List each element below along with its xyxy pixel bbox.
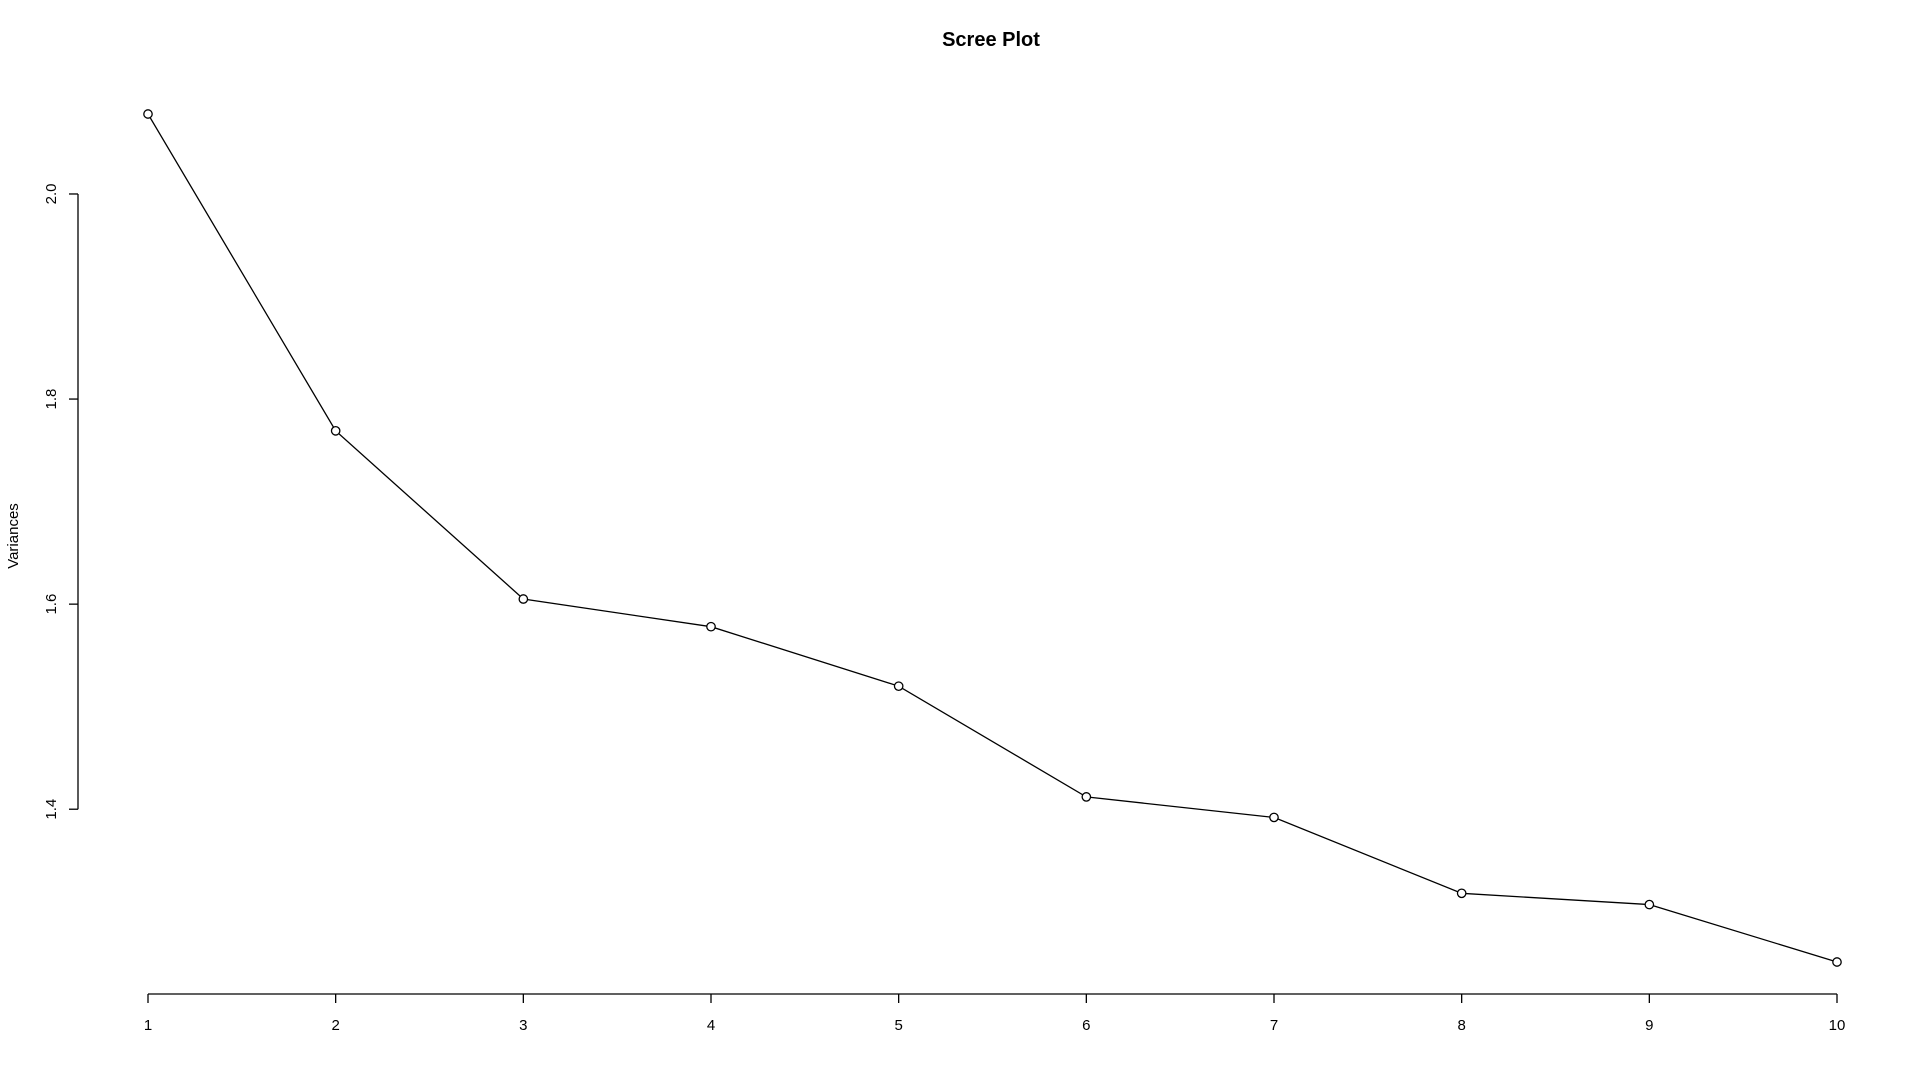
y-tick-label: 1.8 bbox=[43, 389, 60, 410]
data-point bbox=[330, 425, 341, 436]
data-point bbox=[706, 621, 716, 632]
data-points bbox=[143, 109, 1842, 967]
x-axis-ticks: 1 2 3 4 5 6 7 8 9 10 bbox=[144, 994, 1846, 1034]
x-tick-label: 10 bbox=[1829, 1017, 1846, 1034]
x-tick-label: 6 bbox=[1082, 1017, 1090, 1034]
x-tick-label: 2 bbox=[331, 1017, 339, 1034]
y-tick-label: 1.6 bbox=[43, 594, 60, 615]
data-point bbox=[893, 681, 904, 692]
y-axis-label: Variances bbox=[5, 503, 22, 569]
data-point bbox=[1081, 792, 1092, 802]
data-point bbox=[143, 109, 153, 119]
chart-title: Scree Plot bbox=[942, 29, 1040, 51]
data-point bbox=[1832, 957, 1842, 967]
data-point bbox=[1269, 812, 1279, 823]
x-tick-label: 4 bbox=[707, 1017, 715, 1034]
x-tick-label: 9 bbox=[1645, 1017, 1653, 1034]
x-tick-label: 8 bbox=[1457, 1017, 1465, 1034]
data-point bbox=[1644, 899, 1655, 910]
y-tick-label: 1.4 bbox=[43, 799, 60, 820]
x-tick-label: 1 bbox=[144, 1017, 152, 1034]
data-point bbox=[518, 594, 529, 604]
y-axis-ticks: 1.4 1.6 1.8 2.0 bbox=[43, 184, 78, 820]
y-tick-label: 2.0 bbox=[43, 184, 60, 205]
x-tick-label: 5 bbox=[894, 1017, 902, 1034]
x-tick-label: 7 bbox=[1270, 1017, 1278, 1034]
variance-line bbox=[147, 113, 1838, 963]
data-point bbox=[1456, 888, 1467, 899]
x-tick-label: 3 bbox=[519, 1017, 527, 1034]
